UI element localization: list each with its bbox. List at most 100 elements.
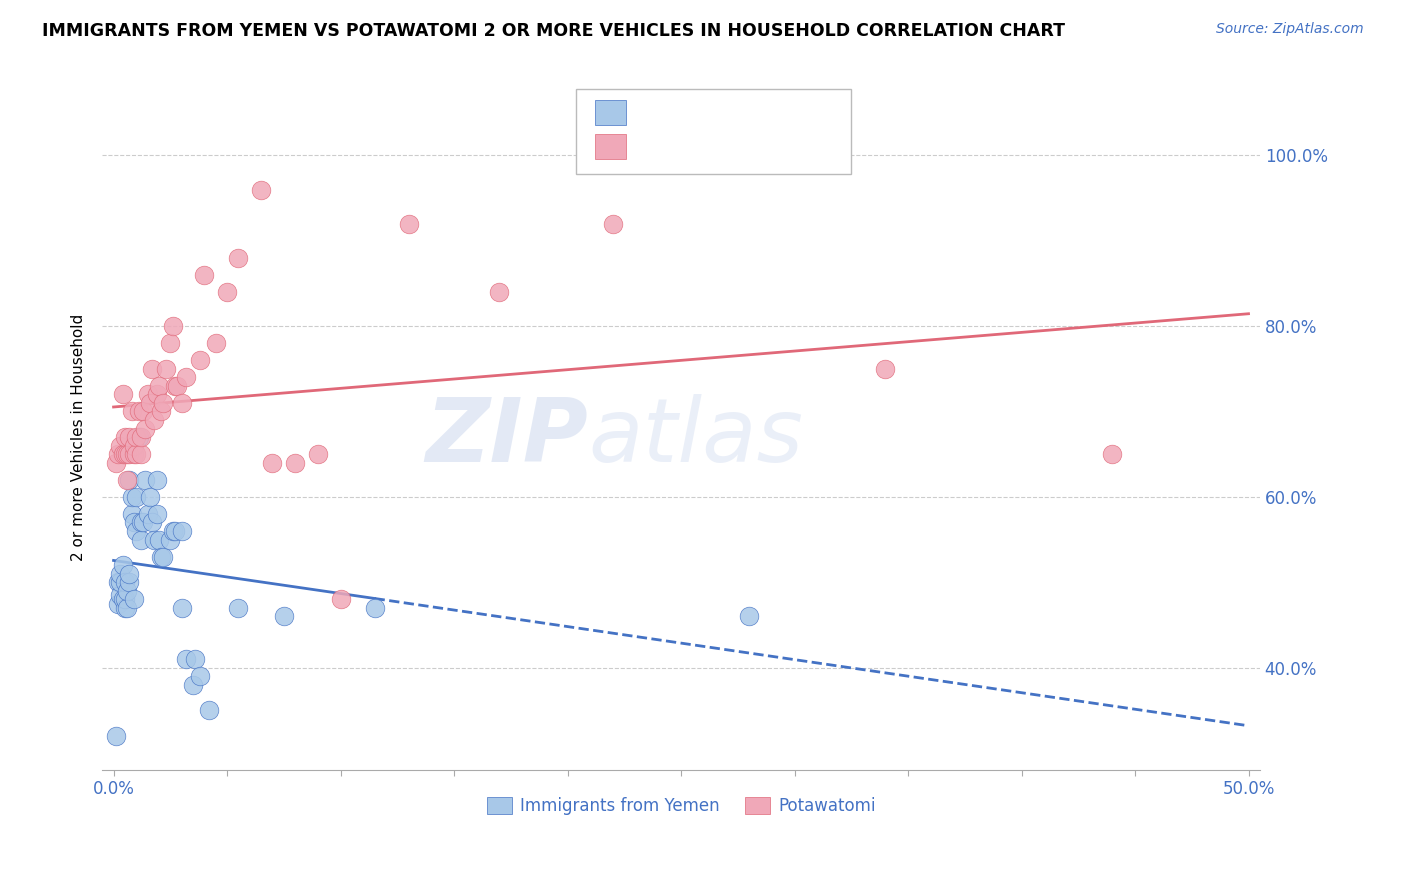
Point (107, 597, 129, 611)
Point (284, 456, 307, 470)
Point (111, 387, 134, 401)
Point (188, 669, 211, 683)
Point (104, 729, 127, 743)
Point (125, 524, 148, 538)
Y-axis label: 2 or more Vehicles in Household: 2 or more Vehicles in Household (72, 313, 86, 561)
Point (122, 516, 145, 530)
Point (139, 396, 162, 410)
Text: N =: N = (749, 138, 789, 156)
Point (118, 430, 141, 444)
Point (114, 430, 136, 444)
Point (139, 490, 162, 504)
Point (122, 592, 145, 607)
Point (136, 387, 159, 401)
Point (363, 600, 385, 615)
Point (250, 183, 273, 197)
Point (228, 600, 250, 615)
Point (329, 592, 352, 607)
Point (163, 524, 186, 538)
Point (215, 285, 238, 299)
Point (262, 456, 284, 470)
Point (738, 609, 761, 624)
Point (159, 533, 181, 547)
Point (273, 609, 295, 624)
Point (129, 447, 152, 461)
Point (107, 575, 129, 590)
Point (143, 533, 166, 547)
Point (115, 600, 138, 615)
Point (111, 447, 134, 461)
Point (166, 379, 188, 393)
Point (110, 575, 132, 590)
Point (188, 353, 211, 368)
Point (115, 447, 138, 461)
Point (181, 678, 204, 692)
Point (141, 361, 163, 376)
Text: atlas: atlas (589, 394, 803, 480)
Point (184, 652, 207, 666)
Point (125, 447, 148, 461)
Point (118, 473, 141, 487)
Point (114, 592, 136, 607)
Point (162, 319, 184, 334)
Point (129, 533, 152, 547)
Point (143, 413, 166, 427)
Point (115, 473, 138, 487)
Point (141, 516, 163, 530)
Point (170, 524, 193, 538)
Point (145, 387, 167, 401)
Point (128, 404, 150, 418)
Point (145, 507, 167, 521)
Point (134, 473, 156, 487)
Legend: Immigrants from Yemen, Potawatomi: Immigrants from Yemen, Potawatomi (479, 790, 882, 822)
Point (121, 490, 143, 504)
Text: 50: 50 (792, 104, 817, 122)
Point (152, 396, 174, 410)
Point (129, 430, 152, 444)
Point (150, 549, 173, 564)
Point (118, 447, 141, 461)
Point (111, 592, 134, 607)
Point (121, 404, 143, 418)
Point (155, 361, 177, 376)
Point (121, 507, 143, 521)
Point (114, 600, 136, 615)
Text: R =: R = (634, 138, 673, 156)
Point (875, 361, 897, 376)
Point (110, 588, 132, 602)
Text: Source: ZipAtlas.com: Source: ZipAtlas.com (1216, 22, 1364, 37)
Point (198, 703, 221, 717)
Text: R =: R = (634, 104, 673, 122)
Point (170, 600, 193, 615)
Point (118, 566, 141, 581)
Point (398, 217, 420, 231)
Text: N =: N = (749, 104, 789, 122)
Point (148, 379, 170, 393)
Point (488, 285, 510, 299)
Point (132, 516, 155, 530)
Point (110, 566, 132, 581)
Point (125, 490, 148, 504)
Point (107, 447, 129, 461)
Point (152, 549, 174, 564)
Point (307, 447, 329, 461)
Point (159, 336, 181, 351)
Point (134, 421, 156, 435)
Point (1101, 447, 1123, 461)
Point (204, 336, 226, 351)
Point (174, 652, 197, 666)
Text: ZIP: ZIP (426, 393, 589, 481)
Point (132, 404, 155, 418)
Point (111, 558, 134, 573)
Point (122, 447, 145, 461)
Point (122, 439, 145, 453)
Point (118, 575, 141, 590)
Point (128, 430, 150, 444)
Point (150, 404, 173, 418)
Point (114, 447, 136, 461)
Text: -0.060: -0.060 (679, 104, 744, 122)
Point (193, 268, 215, 282)
Point (129, 516, 152, 530)
Point (174, 370, 197, 384)
Point (125, 430, 148, 444)
